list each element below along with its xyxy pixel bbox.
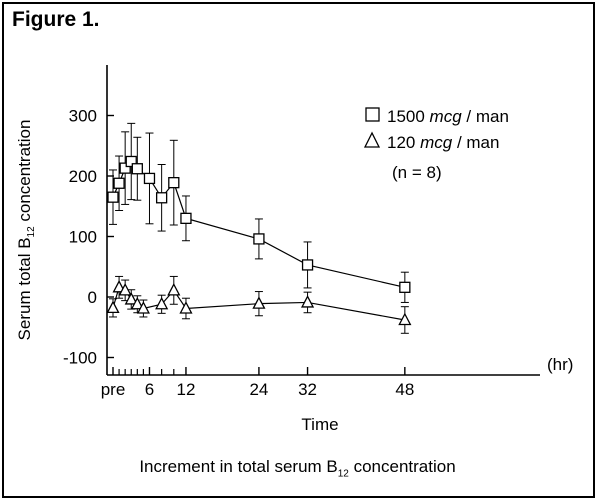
- legend-entry: 120 mcg / man: [363, 131, 499, 152]
- square-marker: [155, 192, 168, 204]
- legend-label: 120 mcg / man: [387, 133, 499, 152]
- x-tick-label: 48: [395, 380, 414, 399]
- y-tick-label: -100: [63, 349, 97, 368]
- square-marker: [253, 233, 265, 245]
- x-tick-label: 24: [249, 380, 268, 399]
- series-120mcg: [106, 275, 412, 334]
- square-marker: [399, 281, 411, 293]
- square-marker: [180, 212, 192, 225]
- legend: 1500 mcg / man 120 mcg / man (n = 8): [363, 107, 509, 182]
- triangle-marker: [130, 296, 144, 310]
- figure-title: Figure 1.: [12, 8, 100, 31]
- triangle-marker: [179, 301, 193, 314]
- square-marker: [107, 191, 119, 203]
- x-tick-label: 12: [176, 380, 195, 399]
- legend-square-icon: [365, 107, 380, 122]
- triangle-marker: [398, 312, 412, 326]
- y-axis-label: Serum total B12 concentration: [15, 120, 37, 341]
- x-tick-label: 32: [298, 380, 317, 399]
- square-marker: [143, 172, 156, 185]
- series-1500mcg: [107, 122, 411, 303]
- legend-label: 1500 mcg / man: [387, 107, 509, 126]
- y-tick-label: 100: [69, 228, 97, 247]
- x-tick-label: 6: [145, 380, 154, 399]
- x-tick-label: pre: [101, 380, 126, 399]
- figure-caption: Increment in total serum B12 concentrati…: [139, 457, 456, 480]
- triangle-marker: [112, 279, 126, 293]
- series-layer: [106, 122, 412, 334]
- square-marker: [168, 177, 180, 189]
- triangle-marker: [252, 296, 266, 309]
- square-marker: [113, 177, 125, 189]
- triangle-marker: [136, 301, 150, 314]
- square-marker: [301, 259, 314, 271]
- triangle-marker: [300, 295, 315, 308]
- legend-triangle-icon: [363, 131, 381, 148]
- square-marker: [125, 155, 137, 168]
- y-tick-label: 200: [69, 167, 97, 186]
- triangle-marker: [167, 282, 181, 296]
- x-axis-unit: (hr): [547, 355, 573, 374]
- triangle-marker: [124, 292, 138, 305]
- square-marker: [131, 163, 143, 175]
- triangle-marker: [155, 296, 169, 310]
- y-tick-label: 0: [88, 288, 97, 307]
- square-marker: [119, 162, 131, 174]
- legend-entry: 1500 mcg / man: [365, 107, 509, 126]
- x-axis-label: Time: [301, 415, 338, 434]
- triangle-marker: [118, 282, 132, 296]
- triangle-marker: [106, 300, 120, 314]
- legend-note: (n = 8): [392, 163, 442, 182]
- y-tick-label: 300: [69, 107, 97, 126]
- axes: [106, 65, 540, 376]
